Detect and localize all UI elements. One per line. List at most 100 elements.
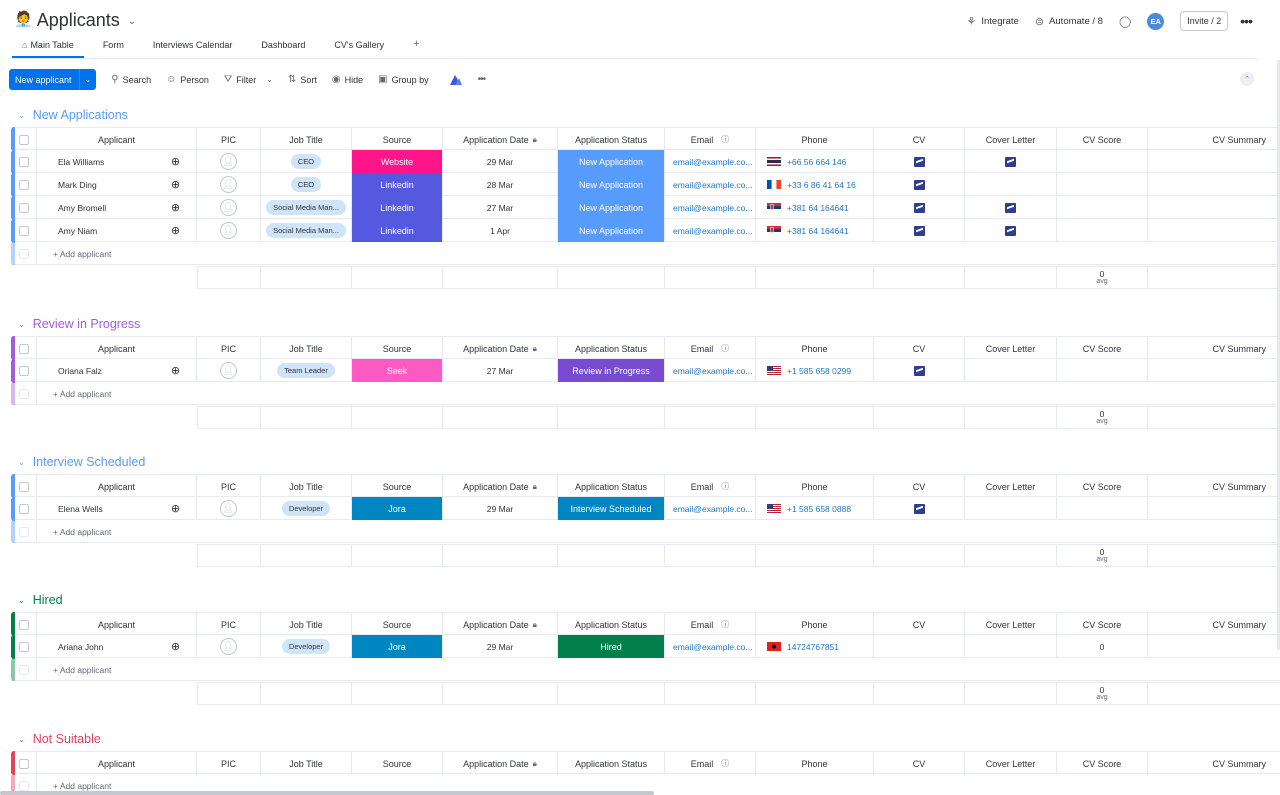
row-checkbox[interactable] — [18, 179, 29, 190]
email-cell[interactable]: email@example.co... — [665, 497, 756, 520]
job-title-cell[interactable]: Developer — [261, 635, 352, 658]
column-header-cv[interactable]: CV — [874, 128, 965, 151]
cover-letter-cell[interactable] — [965, 196, 1057, 219]
group-title[interactable]: ⌄ Hired — [18, 591, 63, 609]
group-by-button[interactable]: ▣ Group by — [378, 74, 428, 85]
column-header-phone[interactable]: Phone — [756, 337, 874, 360]
select-all-checkbox[interactable] — [18, 758, 29, 769]
applicant-name[interactable]: Ela Williams — [58, 156, 105, 167]
column-header-application-status[interactable]: Application Status — [558, 128, 665, 151]
cv-summary-cell[interactable] — [1148, 196, 1279, 219]
applicant-name[interactable]: Mark Ding — [58, 179, 97, 190]
select-all-checkbox-cell[interactable] — [11, 128, 37, 151]
person-placeholder-icon[interactable]: 👤︎ — [220, 500, 237, 517]
info-icon[interactable]: ⓘ — [721, 135, 730, 144]
column-header-applicant[interactable]: Applicant — [37, 752, 197, 775]
source-cell[interactable]: Jora — [352, 497, 443, 520]
file-icon[interactable] — [913, 179, 925, 190]
add-applicant-label[interactable]: + Add applicant — [53, 248, 112, 259]
item-updates-cell[interactable]: ⊕ — [155, 219, 197, 242]
applicant-name-cell[interactable]: Oriana Falz — [37, 359, 155, 382]
person-filter-button[interactable]: ☺ Person — [166, 74, 209, 85]
email-cell[interactable]: email@example.co... — [665, 635, 756, 658]
column-header-cover-letter[interactable]: Cover Letter — [965, 128, 1057, 151]
column-header-application-status[interactable]: Application Status — [558, 337, 665, 360]
column-header-cv[interactable]: CV — [874, 752, 965, 775]
horizontal-scrollbar[interactable] — [0, 791, 654, 795]
pic-cell[interactable]: 👤︎ — [197, 635, 261, 658]
cv-summary-cell[interactable] — [1148, 219, 1279, 242]
pic-cell[interactable]: 👤︎ — [197, 219, 261, 242]
column-header-application-date[interactable]: Application Date 🔒︎ — [443, 128, 558, 151]
job-title-cell[interactable]: Developer — [261, 497, 352, 520]
applicant-name-cell[interactable]: Amy Bromell — [37, 196, 155, 219]
column-header-applicant[interactable]: Applicant — [37, 128, 197, 151]
group-name[interactable]: Interview Scheduled — [32, 455, 146, 469]
column-header-email[interactable]: Email ⓘ — [665, 752, 756, 775]
add-applicant-input[interactable]: + Add applicant — [37, 520, 1280, 543]
cv-cell[interactable] — [874, 173, 965, 196]
pic-cell[interactable]: 👤︎ — [197, 497, 261, 520]
integrate-button[interactable]: ⚘ Integrate — [966, 15, 1018, 28]
table-row[interactable]: Amy Niam ⊕ 👤︎ Social Media Man... Linkedin 1 … — [11, 219, 1280, 243]
tab-main-table[interactable]: ⌂ Main Table — [12, 38, 84, 58]
cv-summary-cell[interactable] — [1148, 635, 1279, 658]
column-header-application-date[interactable]: Application Date 🔒︎ — [443, 337, 558, 360]
column-header-job-title[interactable]: Job Title — [261, 613, 352, 636]
cv-score-cell[interactable] — [1057, 359, 1148, 382]
add-update-icon[interactable]: ⊕ — [170, 641, 181, 653]
row-checkbox-cell[interactable] — [11, 359, 37, 382]
cover-letter-cell[interactable] — [965, 635, 1057, 658]
column-header-cover-letter[interactable]: Cover Letter — [965, 337, 1057, 360]
file-icon[interactable] — [913, 365, 925, 376]
cv-summary-cell[interactable] — [1148, 150, 1279, 173]
updates-button[interactable]: ◯ — [1119, 15, 1131, 28]
cv-cell[interactable] — [874, 196, 965, 219]
group-title[interactable]: ⌄ Not Suitable — [18, 730, 101, 748]
email-link[interactable]: email@example.co... — [673, 179, 753, 190]
email-cell[interactable]: email@example.co... — [665, 219, 756, 242]
add-update-icon[interactable]: ⊕ — [170, 179, 181, 191]
applicant-name-cell[interactable]: Amy Niam — [37, 219, 155, 242]
table-row[interactable]: Ela Williams ⊕ 👤︎ CEO Website 29 Mar New Appli… — [11, 150, 1280, 174]
source-cell[interactable]: Seek — [352, 359, 443, 382]
column-header-cover-letter[interactable]: Cover Letter — [965, 752, 1057, 775]
chevron-down-icon[interactable]: ⌄ — [78, 69, 97, 90]
column-header-phone[interactable]: Phone — [756, 128, 874, 151]
person-placeholder-icon[interactable]: 👤︎ — [220, 153, 237, 170]
hide-button[interactable]: ◉ Hide — [332, 74, 363, 85]
cv-score-cell[interactable] — [1057, 150, 1148, 173]
phone-cell[interactable]: +381 64 164641 — [756, 219, 874, 242]
job-title-cell[interactable]: CEO — [261, 173, 352, 196]
email-cell[interactable]: email@example.co... — [665, 359, 756, 382]
application-date-cell[interactable]: 29 Mar — [443, 497, 558, 520]
row-checkbox-cell[interactable] — [11, 173, 37, 196]
column-header-application-date[interactable]: Application Date 🔒︎ — [443, 752, 558, 775]
pic-cell[interactable]: 👤︎ — [197, 359, 261, 382]
source-cell[interactable]: Jora — [352, 635, 443, 658]
application-date-cell[interactable]: 27 Mar — [443, 196, 558, 219]
job-title-cell[interactable]: Social Media Man... — [261, 196, 352, 219]
column-header-job-title[interactable]: Job Title — [261, 128, 352, 151]
person-placeholder-icon[interactable]: 👤︎ — [220, 199, 237, 216]
row-checkbox[interactable] — [18, 156, 29, 167]
select-all-checkbox-cell[interactable] — [11, 613, 37, 636]
ai-assistant-button[interactable] — [449, 74, 463, 86]
table-row[interactable]: Mark Ding ⊕ 👤︎ CEO Linkedin 28 Mar New Applica… — [11, 173, 1280, 197]
add-applicant-row[interactable]: + Add applicant — [11, 658, 1280, 681]
source-cell[interactable]: Linkedin — [352, 219, 443, 242]
phone-link[interactable]: +381 64 164641 — [787, 202, 849, 213]
select-all-checkbox[interactable] — [18, 343, 29, 354]
select-all-checkbox-cell[interactable] — [11, 752, 37, 775]
column-header-source[interactable]: Source — [352, 128, 443, 151]
row-checkbox[interactable] — [18, 202, 29, 213]
column-header-phone[interactable]: Phone — [756, 475, 874, 498]
item-updates-cell[interactable]: ⊕ — [155, 497, 197, 520]
sort-button[interactable]: ⇅ Sort — [288, 74, 317, 85]
application-date-cell[interactable]: 1 Apr — [443, 219, 558, 242]
column-header-source[interactable]: Source — [352, 752, 443, 775]
email-link[interactable]: email@example.co... — [673, 156, 753, 167]
avatar[interactable]: EA — [1147, 12, 1165, 30]
file-icon[interactable] — [1005, 156, 1016, 167]
column-header-application-status[interactable]: Application Status — [558, 475, 665, 498]
